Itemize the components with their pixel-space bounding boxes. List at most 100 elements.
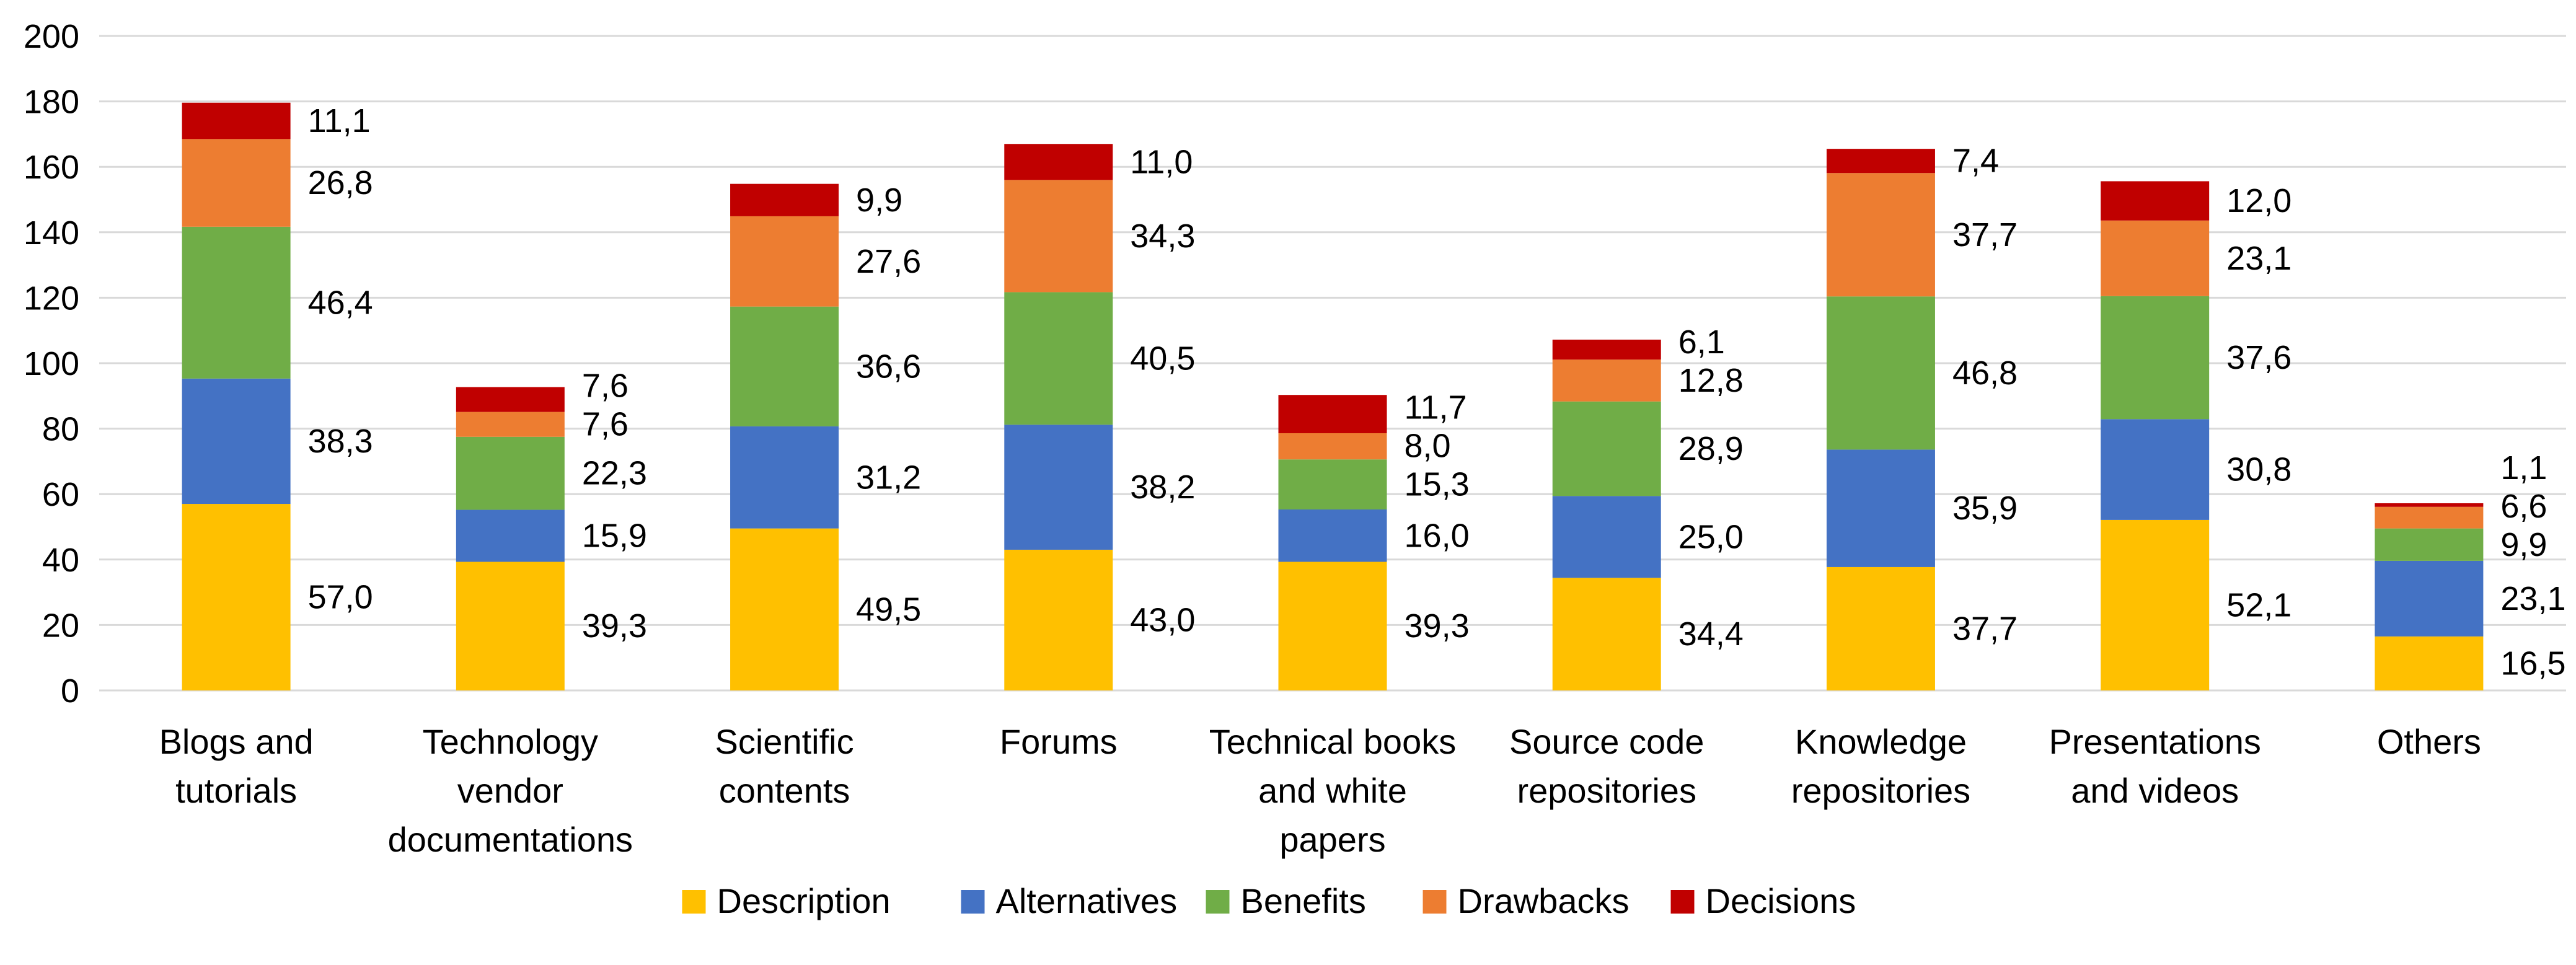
data-label: 26,8 [308, 164, 373, 201]
y-tick-label: 100 [24, 345, 79, 382]
bar-segment-alternatives [2375, 560, 2484, 637]
data-label: 23,1 [2500, 580, 2565, 617]
bar-segment-benefits [456, 436, 565, 510]
bar-segment-description [1004, 549, 1113, 690]
data-label: 43,0 [1130, 601, 1195, 638]
data-label: 22,3 [582, 455, 647, 492]
data-label: 1,1 [2500, 449, 2547, 487]
data-label: 12,8 [1678, 362, 1744, 399]
x-axis-tick-labels: Blogs and tutorials Technology vendor docume… [159, 722, 2481, 859]
y-tick-label: 160 [24, 149, 79, 186]
legend-swatch-decisions [1670, 890, 1695, 914]
y-tick-label: 0 [61, 672, 79, 710]
data-label: 7,4 [1952, 143, 1999, 180]
legend-swatch-description [682, 890, 706, 914]
legend-swatch-alternatives [961, 890, 985, 914]
data-label: 23,1 [2226, 240, 2291, 277]
data-label: 37,7 [1952, 610, 2018, 647]
y-axis-tick-labels: 0 20 40 60 80 100 120 140 160 180 200 [24, 18, 79, 710]
data-label: 46,8 [1952, 355, 2018, 392]
bar-segment-description [2101, 519, 2210, 690]
bar-segment-alternatives [1004, 425, 1113, 550]
x-tick-label: Others [2377, 722, 2481, 761]
data-label: 34,4 [1678, 615, 1744, 653]
x-tick-label: papers [1279, 820, 1385, 859]
data-label: 16,0 [1405, 517, 1470, 554]
bar-segment-alternatives [1278, 509, 1387, 562]
bar-segment-description [2375, 636, 2484, 690]
data-labels: 57,0 38,3 46,4 26,8 11,1 39,3 15,9 22,3 7,67,6 49… [308, 102, 2566, 682]
bar-segment-benefits [1552, 401, 1661, 496]
bar-segment-decisions [1004, 144, 1113, 180]
legend: Description Alternatives Benefits Drawbacks… [682, 881, 1856, 920]
data-label: 37,6 [2226, 339, 2291, 376]
bar-segment-alternatives [2101, 419, 2210, 520]
bar-segment-description [456, 562, 565, 690]
data-label: 11,1 [308, 102, 371, 139]
x-tick-label: Forums [1000, 722, 1118, 761]
bar-segment-drawbacks [2375, 506, 2484, 529]
data-label: 6,1 [1678, 324, 1725, 361]
data-label: 16,5 [2500, 645, 2565, 682]
y-tick-label: 180 [24, 84, 79, 121]
bar-segment-decisions [456, 387, 565, 412]
y-tick-label: 140 [24, 214, 79, 252]
data-label: 36,6 [856, 348, 921, 385]
bar-segment-benefits [1826, 296, 1935, 450]
x-tick-label: Source code [1509, 722, 1704, 761]
data-label: 9,9 [856, 182, 902, 219]
bar-segment-benefits [1004, 292, 1113, 425]
bar-segment-decisions [2101, 181, 2210, 221]
x-tick-label: and videos [2071, 771, 2239, 810]
bar-segment-drawbacks [456, 412, 565, 437]
data-label: 30,8 [2226, 451, 2291, 488]
bar-segment-drawbacks [1826, 173, 1935, 297]
data-label: 38,2 [1130, 469, 1195, 506]
data-label: 38,3 [308, 423, 373, 460]
y-tick-label: 60 [42, 476, 79, 513]
x-tick-label: Technology [423, 722, 598, 761]
bar-segment-description [1278, 562, 1387, 690]
data-label: 39,3 [1405, 607, 1470, 645]
bar-segment-alternatives [182, 378, 291, 505]
legend-label: Drawbacks [1458, 881, 1630, 920]
legend-label: Description [717, 881, 891, 920]
bar-segment-decisions [730, 183, 839, 216]
x-tick-label: tutorials [175, 771, 297, 810]
legend-label: Decisions [1706, 881, 1856, 920]
bar-segment-drawbacks [1552, 359, 1661, 402]
bar-segment-description [1552, 578, 1661, 690]
data-label: 57,0 [308, 579, 373, 616]
data-label: 49,5 [856, 591, 921, 628]
bar-segment-alternatives [1826, 449, 1935, 567]
data-label: 25,0 [1678, 518, 1744, 555]
legend-label: Benefits [1241, 881, 1366, 920]
legend-swatch-drawbacks [1423, 890, 1447, 914]
data-label: 9,9 [2500, 526, 2547, 563]
bar-segment-decisions [1826, 149, 1935, 174]
bars [182, 102, 2484, 690]
x-tick-label: repositories [1517, 771, 1696, 810]
data-label: 6,6 [2500, 488, 2547, 525]
bar-segment-alternatives [456, 509, 565, 562]
bar-segment-description [1826, 566, 1935, 690]
bar-segment-benefits [182, 226, 291, 379]
bar-segment-drawbacks [1004, 180, 1113, 293]
legend-label: Alternatives [996, 881, 1178, 920]
x-tick-label: and white [1258, 771, 1407, 810]
data-label: 31,2 [856, 459, 921, 496]
bar-segment-decisions [1552, 339, 1661, 360]
bar-segment-description [730, 528, 839, 690]
data-label: 15,3 [1405, 466, 1470, 503]
x-tick-label: Knowledge [1795, 722, 1967, 761]
y-tick-label: 20 [42, 607, 79, 644]
legend-swatch-benefits [1206, 890, 1230, 914]
bar-segment-alternatives [1552, 496, 1661, 578]
bar-segment-benefits [730, 306, 839, 426]
data-label: 40,5 [1130, 340, 1195, 377]
bar-segment-decisions [1278, 395, 1387, 433]
bar-segment-drawbacks [1278, 433, 1387, 460]
x-tick-label: Scientific [715, 722, 854, 761]
data-label: 52,1 [2226, 586, 2291, 624]
